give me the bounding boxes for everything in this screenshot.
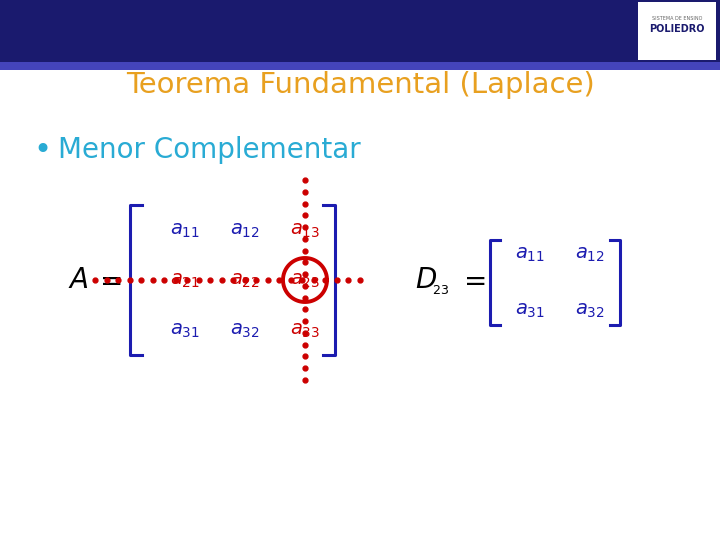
Text: $a_{33}$: $a_{33}$ [290, 321, 320, 340]
Text: $a_{11}$: $a_{11}$ [170, 220, 200, 240]
Text: $D$: $D$ [415, 266, 437, 294]
Text: •: • [33, 136, 51, 165]
Text: $=$: $=$ [458, 266, 486, 294]
Text: $a_{22}$: $a_{22}$ [230, 271, 260, 289]
Text: $a_{32}$: $a_{32}$ [575, 300, 605, 320]
Bar [0, 62, 720, 70]
Text: $a_{13}$: $a_{13}$ [290, 220, 320, 240]
Text: $a_{31}$: $a_{31}$ [170, 321, 200, 340]
Text: $a_{21}$: $a_{21}$ [170, 271, 200, 289]
Text: $a_{23}$: $a_{23}$ [290, 271, 320, 289]
Text: $a_{31}$: $a_{31}$ [515, 300, 545, 320]
Text: Teorema Fundamental (Laplace): Teorema Fundamental (Laplace) [125, 71, 595, 99]
Bar [0, 0, 720, 62]
Text: $a_{32}$: $a_{32}$ [230, 321, 260, 340]
Text: POLIEDRO: POLIEDRO [649, 24, 705, 34]
Text: $A$: $A$ [68, 266, 89, 294]
Text: SISTEMA DE ENSINO: SISTEMA DE ENSINO [652, 17, 702, 22]
Text: Menor Complementar: Menor Complementar [58, 136, 361, 164]
Bar [638, 2, 716, 60]
Text: $a_{11}$: $a_{11}$ [515, 246, 545, 265]
Text: $=$: $=$ [94, 266, 122, 294]
Text: $a_{12}$: $a_{12}$ [230, 220, 260, 240]
Text: $_{23}$: $_{23}$ [432, 279, 449, 297]
Text: $a_{12}$: $a_{12}$ [575, 246, 605, 265]
